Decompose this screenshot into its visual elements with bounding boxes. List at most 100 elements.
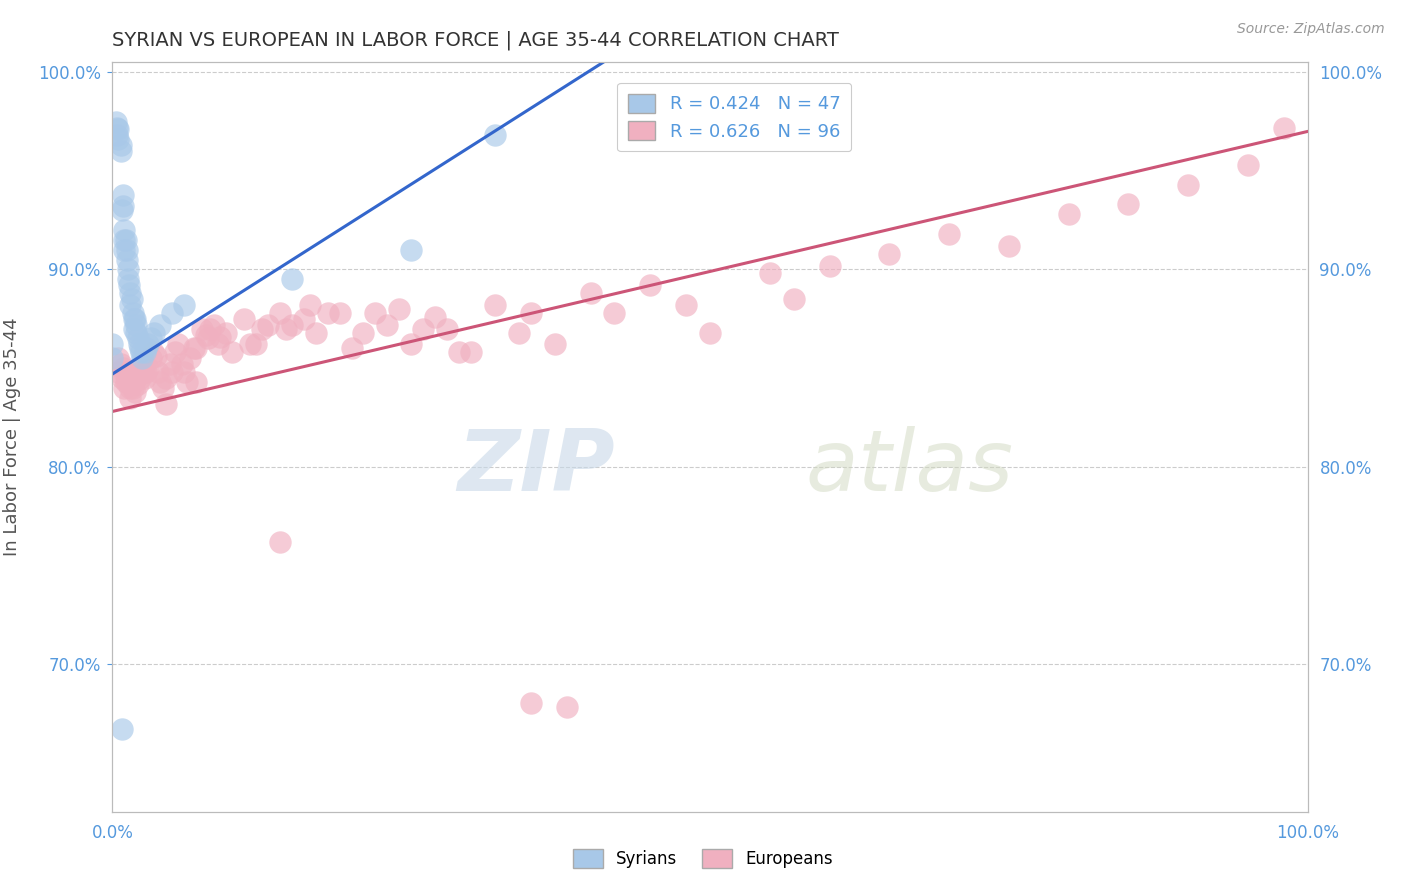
- Point: [121, 306, 143, 320]
- Point: [152, 381, 174, 395]
- Point: [202, 318, 225, 332]
- Point: [520, 696, 543, 710]
- Point: [305, 326, 328, 340]
- Point: [117, 367, 139, 381]
- Point: [186, 342, 208, 356]
- Point: [111, 203, 134, 218]
- Point: [257, 318, 280, 332]
- Point: [998, 239, 1021, 253]
- Point: [145, 349, 167, 363]
- Point: [484, 128, 506, 143]
- Point: [215, 326, 238, 340]
- Point: [163, 345, 186, 359]
- Point: [1177, 178, 1199, 192]
- Point: [131, 351, 153, 366]
- Point: [127, 331, 149, 345]
- Point: [120, 286, 142, 301]
- Point: [115, 243, 138, 257]
- Point: [269, 534, 291, 549]
- Point: [114, 243, 135, 257]
- Point: [111, 722, 134, 736]
- Point: [111, 371, 134, 385]
- Point: [520, 306, 543, 320]
- Point: [121, 292, 143, 306]
- Point: [124, 384, 146, 399]
- Point: [139, 331, 162, 345]
- Point: [122, 321, 145, 335]
- Legend: Syrians, Europeans: Syrians, Europeans: [567, 843, 839, 875]
- Point: [129, 365, 152, 379]
- Point: [125, 318, 148, 332]
- Point: [107, 132, 129, 146]
- Point: [269, 306, 291, 320]
- Point: [105, 128, 128, 143]
- Legend: R = 0.424   N = 47, R = 0.626   N = 96: R = 0.424 N = 47, R = 0.626 N = 96: [617, 83, 852, 152]
- Point: [115, 375, 138, 389]
- Point: [281, 272, 304, 286]
- Point: [207, 337, 229, 351]
- Point: [139, 351, 162, 366]
- Point: [170, 357, 193, 371]
- Point: [129, 345, 152, 359]
- Point: [105, 120, 128, 135]
- Text: Source: ZipAtlas.com: Source: ZipAtlas.com: [1237, 22, 1385, 37]
- Point: [114, 375, 136, 389]
- Point: [115, 252, 138, 267]
- Point: [221, 345, 243, 359]
- Point: [197, 331, 219, 345]
- Point: [162, 365, 183, 379]
- Point: [759, 267, 782, 281]
- Point: [131, 357, 153, 371]
- Point: [245, 337, 267, 351]
- Point: [125, 326, 148, 340]
- Point: [114, 381, 135, 395]
- Point: [122, 375, 145, 389]
- Point: [112, 361, 135, 376]
- Point: [401, 243, 423, 257]
- Point: [425, 310, 447, 324]
- Point: [155, 396, 177, 410]
- Point: [675, 298, 697, 312]
- Point: [117, 262, 139, 277]
- Point: [162, 306, 183, 320]
- Point: [186, 375, 208, 389]
- Y-axis label: In Labor Force | Age 35-44: In Labor Force | Age 35-44: [3, 318, 21, 557]
- Point: [107, 365, 129, 379]
- Point: [134, 345, 156, 359]
- Point: [122, 311, 145, 326]
- Point: [118, 278, 141, 293]
- Point: [508, 326, 530, 340]
- Point: [128, 337, 150, 351]
- Point: [233, 311, 256, 326]
- Point: [377, 318, 399, 332]
- Point: [143, 326, 166, 340]
- Point: [101, 351, 124, 366]
- Point: [129, 342, 152, 356]
- Point: [120, 298, 142, 312]
- Point: [388, 301, 411, 316]
- Point: [138, 361, 160, 376]
- Point: [412, 321, 434, 335]
- Point: [107, 351, 129, 366]
- Point: [1118, 197, 1140, 211]
- Point: [239, 337, 262, 351]
- Point: [159, 357, 181, 371]
- Point: [640, 278, 662, 293]
- Point: [121, 381, 143, 395]
- Point: [179, 351, 201, 366]
- Point: [173, 298, 195, 312]
- Point: [112, 199, 135, 213]
- Point: [114, 233, 136, 247]
- Point: [134, 371, 156, 385]
- Point: [117, 272, 139, 286]
- Point: [281, 318, 304, 332]
- Point: [149, 318, 172, 332]
- Point: [121, 375, 143, 389]
- Point: [128, 365, 150, 379]
- Point: [176, 375, 198, 389]
- Point: [105, 114, 128, 128]
- Point: [135, 342, 157, 356]
- Point: [132, 365, 155, 379]
- Point: [1237, 158, 1260, 172]
- Point: [194, 327, 217, 342]
